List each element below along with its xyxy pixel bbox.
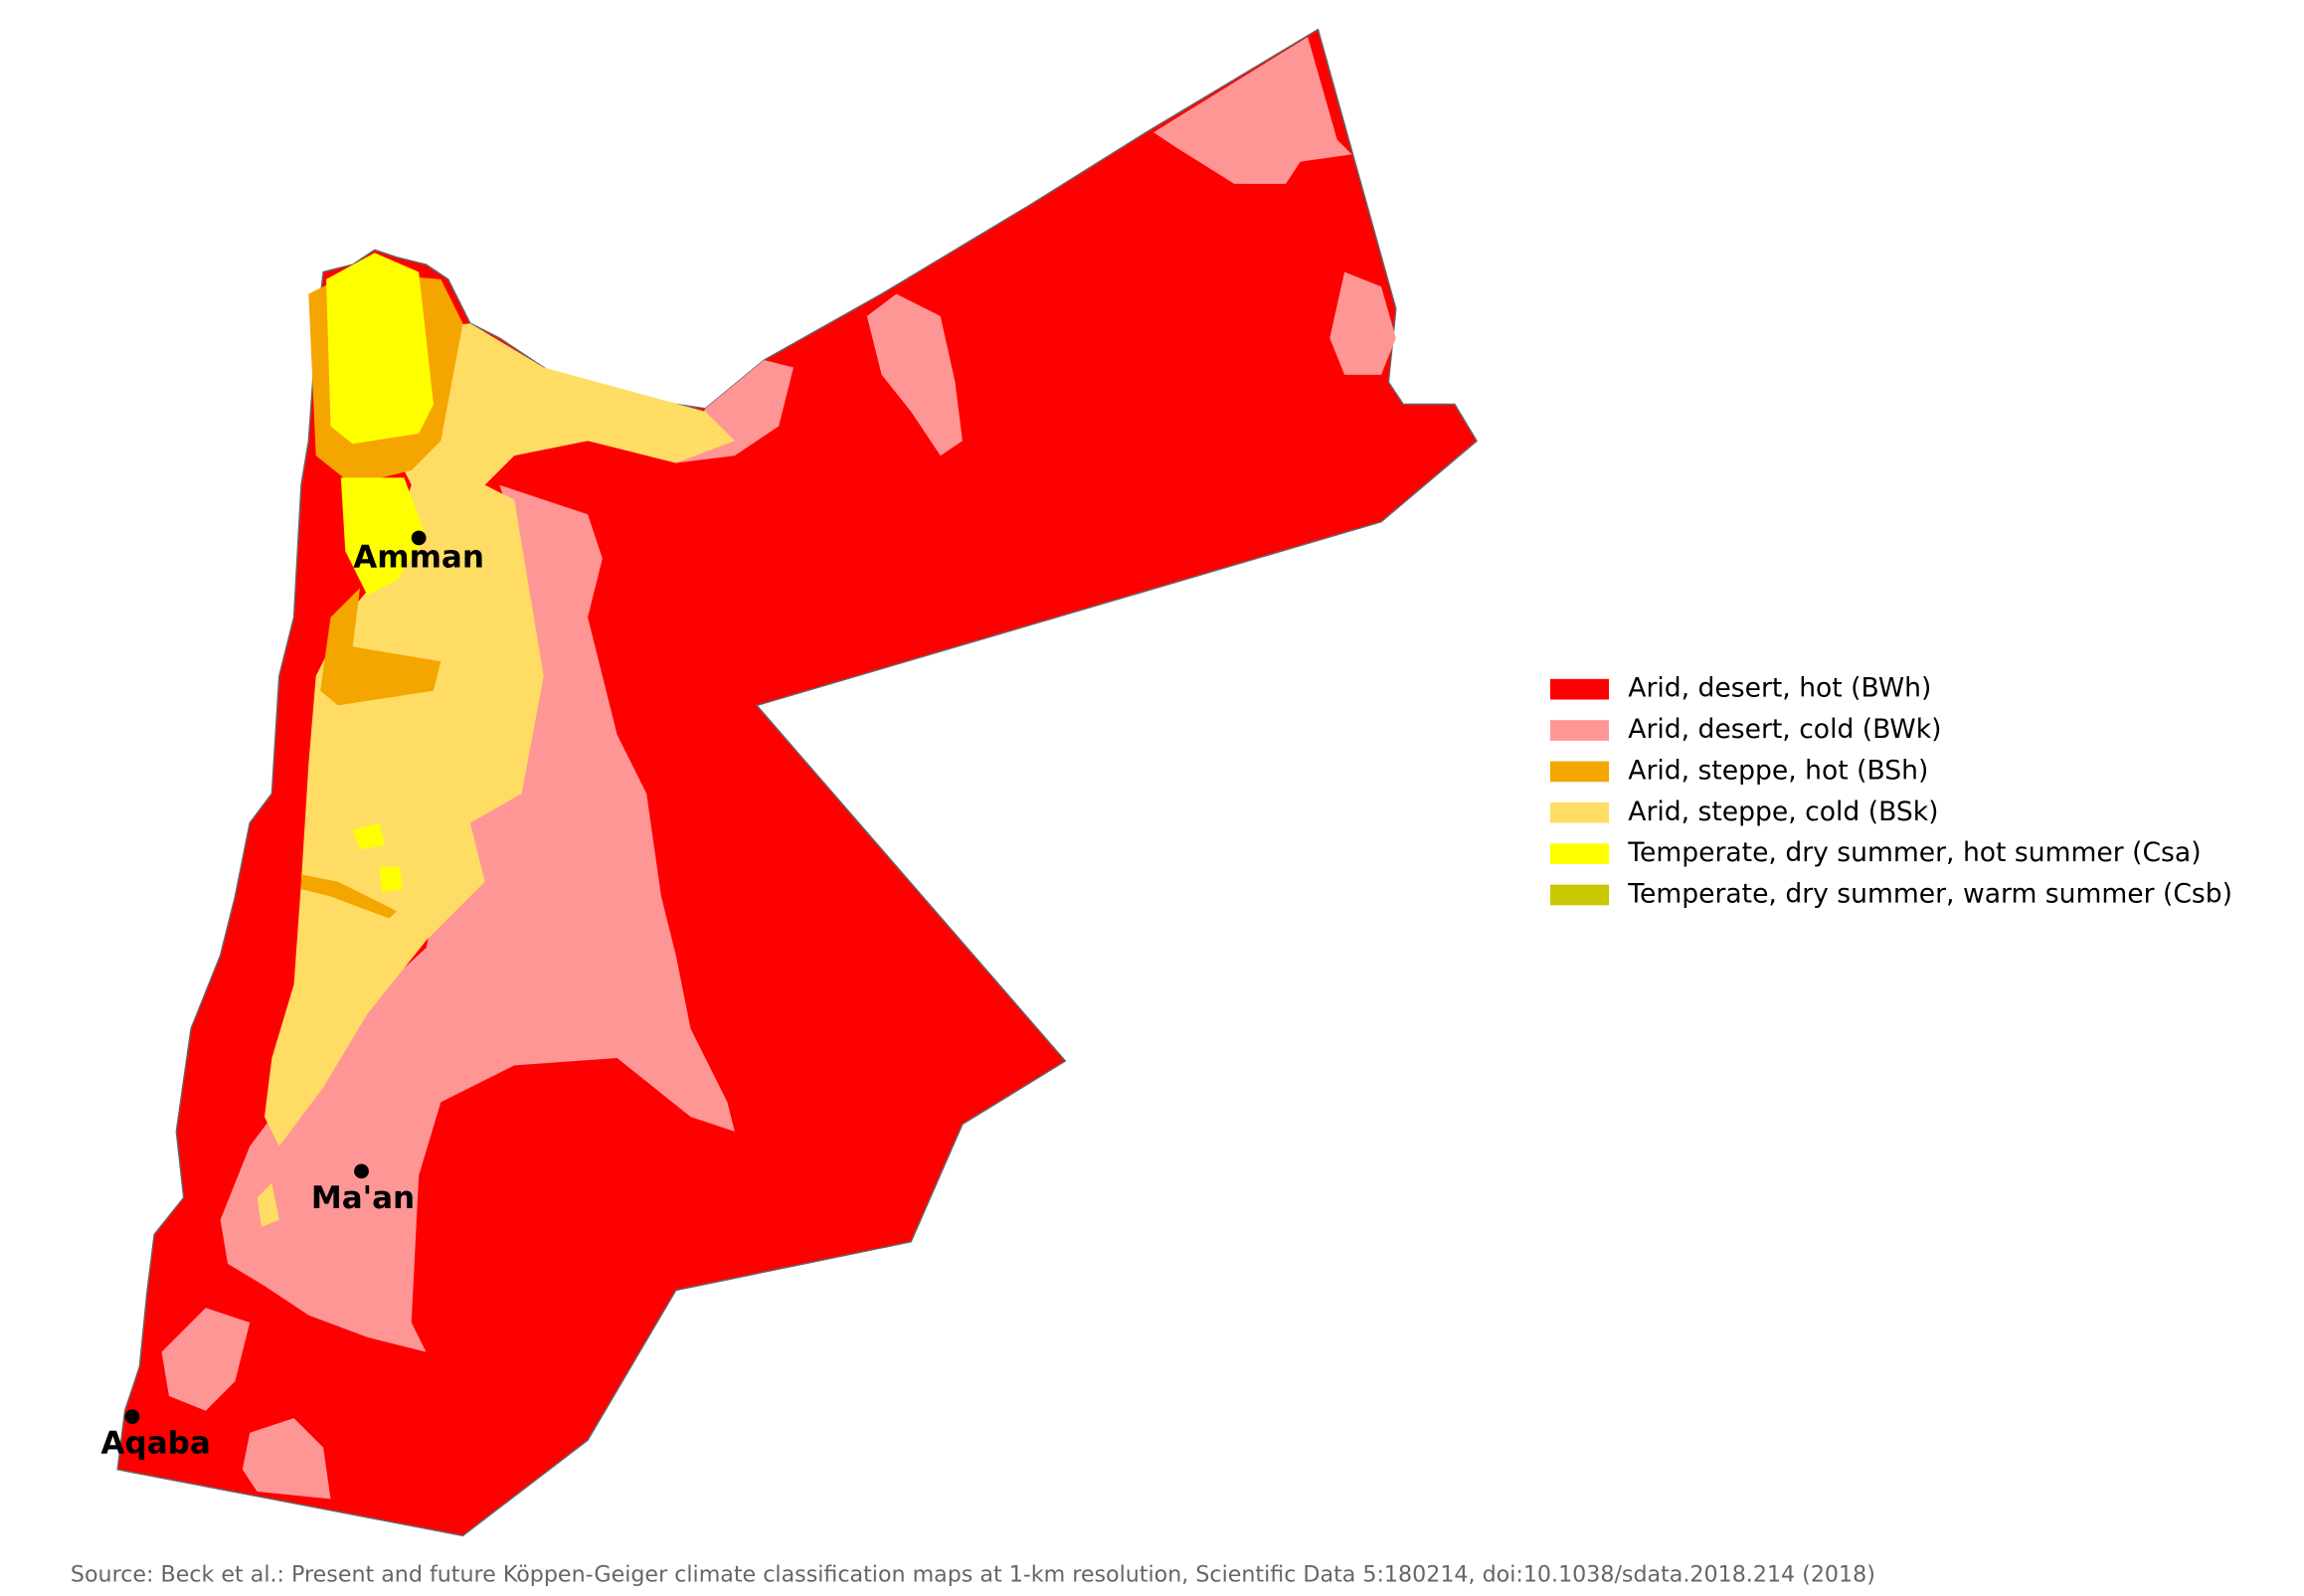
legend-label: Arid, steppe, hot (BSh)	[1628, 755, 1928, 786]
region-bsk	[264, 323, 735, 1147]
legend-swatch	[1549, 801, 1610, 823]
region-bsh	[320, 588, 442, 706]
region-bwk	[220, 484, 735, 1352]
cities: Amman Ma'an Aqaba	[100, 530, 484, 1462]
region-bwk	[161, 1308, 251, 1411]
region-csa	[379, 866, 403, 893]
legend-label: Temperate, dry summer, warm summer (Csb)	[1627, 879, 2232, 910]
region-bwk	[1329, 271, 1396, 375]
legend-swatch	[1549, 843, 1610, 864]
legend-label: Arid, desert, cold (BWk)	[1628, 714, 1941, 745]
region-bsk	[257, 1182, 279, 1227]
region-bwk	[866, 293, 963, 456]
legend-swatch	[1549, 720, 1610, 741]
legend-label: Arid, steppe, cold (BSk)	[1628, 797, 1938, 827]
city-dot	[124, 1409, 140, 1424]
city-dot	[411, 530, 427, 546]
region-bsh	[300, 874, 397, 919]
legend-swatch	[1549, 761, 1610, 783]
legend-swatch	[1549, 884, 1610, 906]
region-bwk	[1152, 37, 1352, 184]
source-note: Source: Beck et al.: Present and future …	[71, 1562, 1875, 1588]
city-label: Ma'an	[311, 1180, 415, 1216]
region-csa	[352, 822, 386, 850]
legend-label: Arid, desert, hot (BWh)	[1628, 673, 1931, 704]
climate-regions	[116, 28, 1479, 1537]
legend-swatch	[1549, 678, 1610, 700]
legend: Arid, desert, hot (BWh) Arid, desert, col…	[1549, 673, 2232, 910]
city-label: Aqaba	[100, 1426, 210, 1462]
legend-label: Temperate, dry summer, hot summer (Csa)	[1627, 837, 2201, 868]
region-bwk	[242, 1418, 331, 1500]
region-csa	[340, 477, 427, 596]
region-csa	[326, 253, 434, 444]
city-label: Amman	[353, 540, 484, 576]
city-dot	[354, 1163, 369, 1179]
